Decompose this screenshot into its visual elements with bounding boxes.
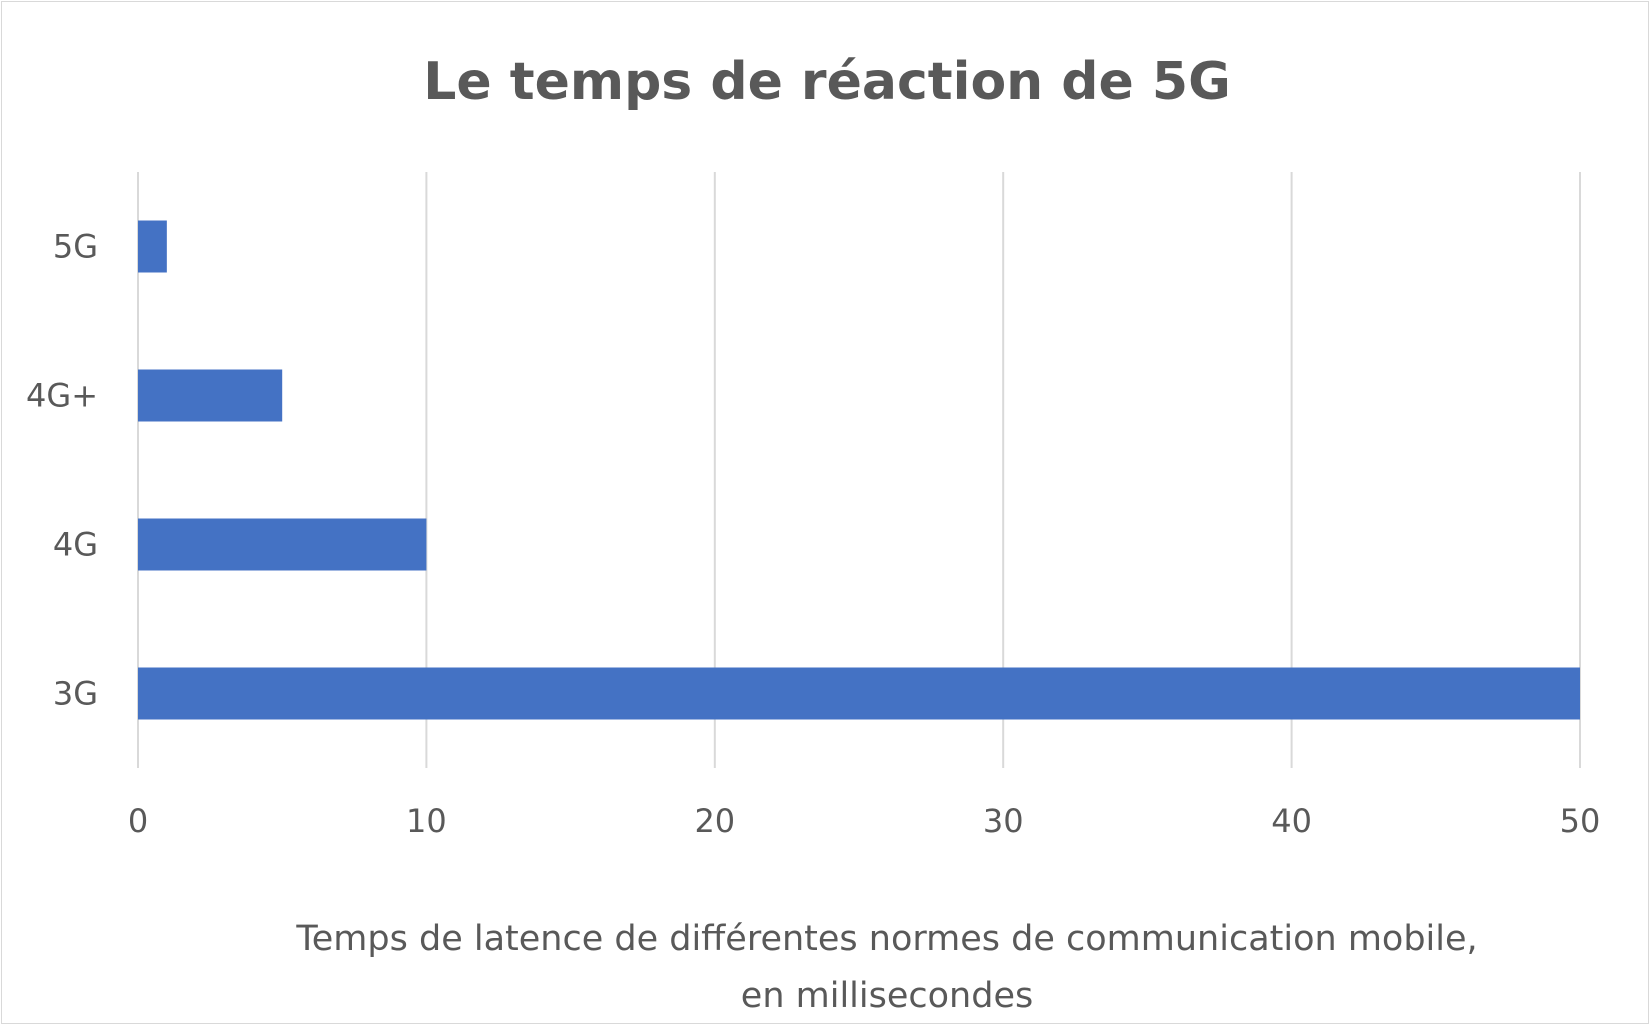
x-tick-labels: 0 10 20 30 40 50 <box>128 802 1601 840</box>
x-axis-title-line-1: Temps de latence de différentes normes d… <box>295 919 1477 959</box>
y-tick-label-4g: 4G <box>53 526 98 564</box>
bar-3g <box>138 667 1580 720</box>
x-tick-label-0: 0 <box>128 802 148 840</box>
x-tick-label-30: 30 <box>983 802 1024 840</box>
bar-4g-plus <box>138 369 283 422</box>
chart-title: Le temps de réaction de 5G <box>423 52 1231 112</box>
x-tick-label-20: 20 <box>694 802 735 840</box>
x-tick-label-50: 50 <box>1560 802 1601 840</box>
x-tick-label-10: 10 <box>406 802 447 840</box>
y-tick-label-3g: 3G <box>53 675 98 713</box>
bars <box>138 220 1580 720</box>
bar-5g <box>138 220 167 273</box>
y-tick-label-4g-plus: 4G+ <box>26 377 98 415</box>
x-tick-label-40: 40 <box>1271 802 1312 840</box>
y-tick-label-5g: 5G <box>53 228 98 266</box>
y-tick-labels: 5G 4G+ 4G 3G <box>26 228 98 713</box>
bar-4g <box>138 518 427 571</box>
x-axis-title-line-2: en millisecondes <box>741 976 1033 1016</box>
